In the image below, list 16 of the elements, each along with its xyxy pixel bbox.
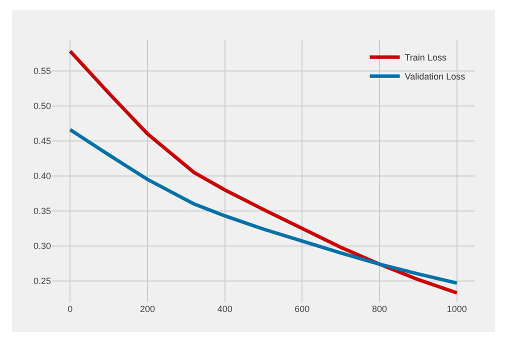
line-series xyxy=(68,128,459,285)
y-tick-label: 0.45 xyxy=(33,136,51,146)
legend-label: Validation Loss xyxy=(404,72,466,82)
legend-label: Train Loss xyxy=(404,52,447,63)
y-tick-label: 0.40 xyxy=(33,171,51,182)
y-tick-label: 0.25 xyxy=(33,276,51,286)
y-tick-label: 0.50 xyxy=(33,101,51,111)
y-tick-label: 0.55 xyxy=(33,66,51,76)
x-tick-label: 1000 xyxy=(446,304,467,314)
x-tick-label: 200 xyxy=(140,304,156,314)
y-tick-label: 0.35 xyxy=(33,206,51,216)
x-tick-label: 400 xyxy=(217,304,232,314)
x-tick-label: 800 xyxy=(372,304,388,314)
x-tick-label: 0 xyxy=(68,304,73,314)
y-tick-label: 0.30 xyxy=(33,241,51,252)
x-tick-label: 600 xyxy=(294,304,310,314)
